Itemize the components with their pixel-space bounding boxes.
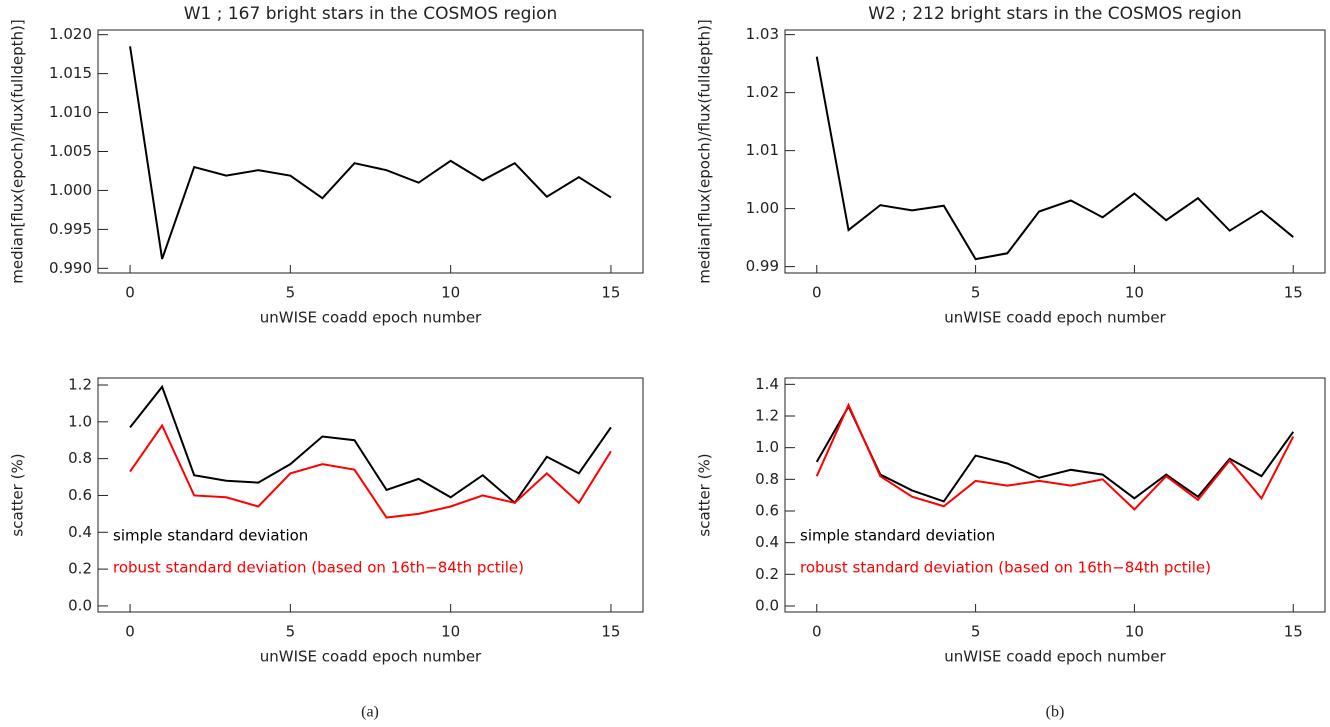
series-line bbox=[815, 402, 1295, 511]
x-tick-label: 10 bbox=[441, 284, 460, 302]
x-tick-label: 5 bbox=[971, 284, 981, 302]
chart-title: W2 ; 212 bright stars in the COSMOS regi… bbox=[868, 4, 1242, 24]
x-axis-label: unWISE coadd epoch number bbox=[944, 648, 1166, 666]
series-line bbox=[129, 46, 612, 260]
legend-entry: robust standard deviation (based on 16th… bbox=[800, 559, 1211, 577]
y-tick-label: 0.0 bbox=[755, 596, 779, 614]
y-tick-label: 0.990 bbox=[49, 259, 92, 277]
x-tick-label: 15 bbox=[1284, 623, 1303, 641]
x-tick-label: 5 bbox=[286, 623, 296, 641]
y-axis-label: median[flux(epoch)/flux(fulldepth)] bbox=[9, 19, 27, 284]
y-tick-label: 1.00 bbox=[746, 199, 779, 217]
x-tick-label: 0 bbox=[812, 284, 822, 302]
plot-frame bbox=[784, 29, 1326, 274]
y-tick-label: 1.020 bbox=[49, 25, 92, 43]
x-tick-label: 0 bbox=[125, 284, 135, 302]
plot-frame bbox=[784, 377, 1326, 613]
x-tick-label: 5 bbox=[971, 623, 981, 641]
y-tick-label: 0.0 bbox=[68, 596, 92, 614]
series-line bbox=[129, 423, 612, 519]
series-line bbox=[815, 56, 1294, 261]
y-tick-label: 0.995 bbox=[49, 220, 92, 238]
y-tick-label: 0.6 bbox=[68, 486, 92, 504]
y-tick-label: 1.015 bbox=[49, 64, 92, 82]
y-tick-label: 1.4 bbox=[755, 375, 779, 393]
y-axis-label: median[flux(epoch)/flux(fulldepth)] bbox=[696, 19, 714, 284]
y-tick-label: 1.03 bbox=[746, 25, 779, 43]
caption: (a) bbox=[361, 704, 379, 721]
y-tick-label: 1.0 bbox=[755, 438, 779, 456]
y-axis-label: scatter (%) bbox=[696, 453, 714, 536]
y-tick-label: 0.2 bbox=[68, 560, 92, 578]
legend-entry: simple standard deviation bbox=[113, 527, 308, 545]
y-tick-label: 0.8 bbox=[68, 449, 92, 467]
y-tick-label: 0.6 bbox=[755, 501, 779, 519]
y-tick-label: 0.2 bbox=[755, 565, 779, 583]
x-tick-label: 15 bbox=[1284, 284, 1303, 302]
legend-entry: simple standard deviation bbox=[800, 527, 995, 545]
y-tick-label: 1.0 bbox=[68, 412, 92, 430]
x-axis-label: unWISE coadd epoch number bbox=[260, 648, 482, 666]
legend-entry: robust standard deviation (based on 16th… bbox=[113, 559, 524, 577]
x-tick-label: 0 bbox=[125, 623, 135, 641]
x-tick-label: 10 bbox=[1125, 623, 1144, 641]
x-tick-label: 15 bbox=[601, 284, 620, 302]
caption: (b) bbox=[1046, 704, 1065, 721]
x-axis-label: unWISE coadd epoch number bbox=[944, 309, 1166, 327]
x-tick-label: 15 bbox=[601, 623, 620, 641]
plot-frame bbox=[97, 29, 644, 274]
x-axis-label: unWISE coadd epoch number bbox=[260, 309, 482, 327]
series-line bbox=[815, 404, 1295, 503]
y-tick-label: 1.2 bbox=[68, 375, 92, 393]
y-tick-label: 0.8 bbox=[755, 470, 779, 488]
x-tick-label: 5 bbox=[286, 284, 296, 302]
y-tick-label: 1.01 bbox=[746, 141, 779, 159]
y-tick-label: 1.02 bbox=[746, 83, 779, 101]
x-tick-label: 0 bbox=[812, 623, 822, 641]
chart-title: W1 ; 167 bright stars in the COSMOS regi… bbox=[184, 4, 558, 24]
x-tick-label: 10 bbox=[441, 623, 460, 641]
y-tick-label: 0.4 bbox=[68, 523, 92, 541]
x-tick-label: 10 bbox=[1125, 284, 1144, 302]
y-tick-label: 0.99 bbox=[746, 257, 779, 275]
y-axis-label: scatter (%) bbox=[9, 453, 27, 536]
y-tick-label: 1.010 bbox=[49, 103, 92, 121]
y-tick-label: 1.2 bbox=[755, 406, 779, 424]
y-tick-label: 1.005 bbox=[49, 142, 92, 160]
series-line bbox=[129, 384, 612, 505]
y-tick-label: 1.000 bbox=[49, 181, 92, 199]
y-tick-label: 0.4 bbox=[755, 533, 779, 551]
